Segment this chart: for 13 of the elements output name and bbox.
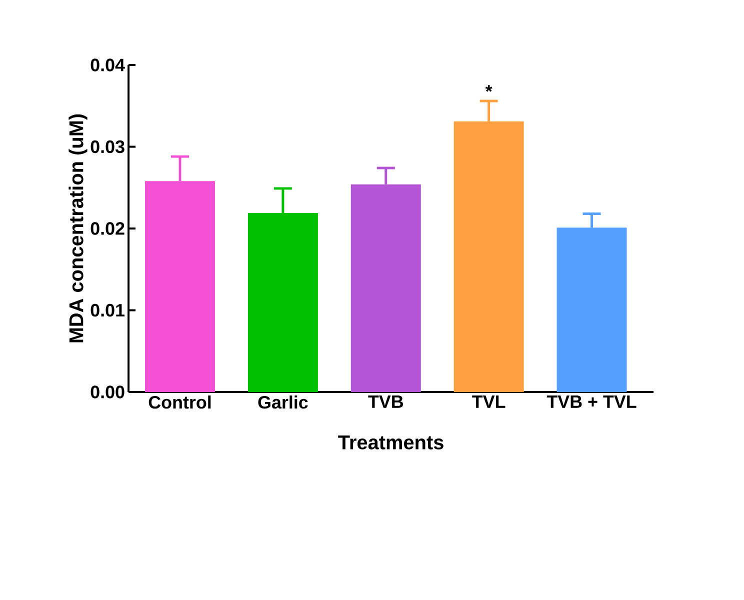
y-tick-label: 0.03 [90,140,124,154]
y-tick-label: 0.02 [90,222,124,235]
y-axis-title: MDA concentration (uM) [68,114,88,342]
y-tick-label: 0.00 [90,386,124,398]
x-tick-label: Control [148,396,211,409]
annotation: * [485,85,492,92]
y-tick-label: 0.04 [90,58,125,72]
x-tick-label: TVL [472,396,506,408]
x-tick-label: Garlic [258,396,308,409]
x-axis-title: Treatments [338,436,444,450]
x-tick-label: TVB + TVL [546,396,636,408]
x-tick-label: TVB [368,396,404,408]
y-tick-label: 0.01 [90,304,125,317]
